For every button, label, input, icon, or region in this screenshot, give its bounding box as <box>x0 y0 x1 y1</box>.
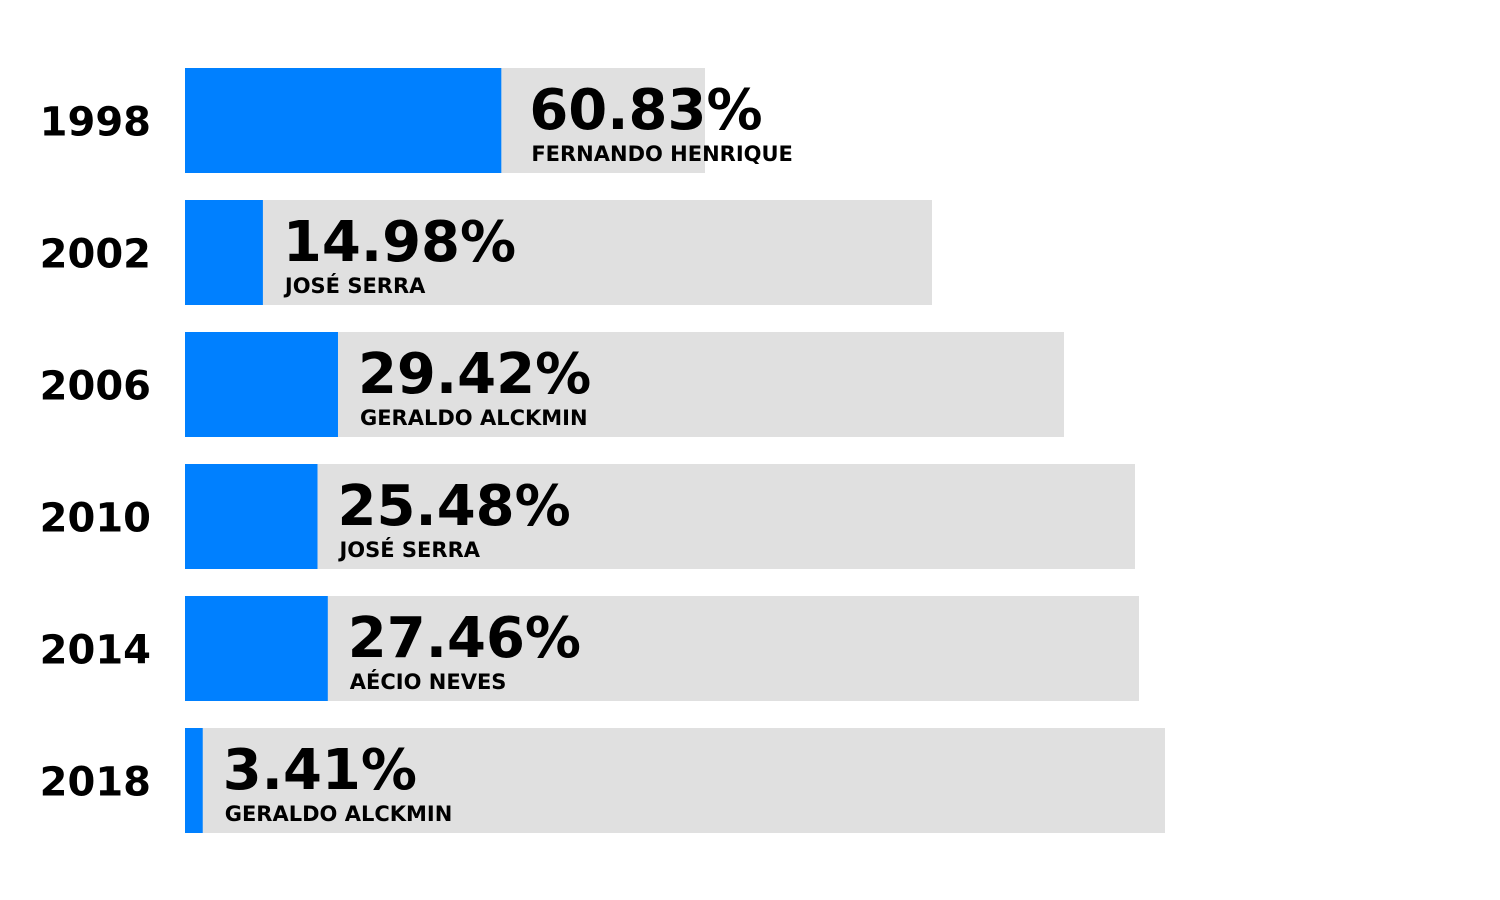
bar-row: 2002 14.98%JOSÉ SERRA <box>40 200 932 305</box>
bar-track <box>185 464 1135 569</box>
bar <box>185 596 328 701</box>
bar-row: 1998 60.83%FERNANDO HENRIQUE <box>40 68 793 173</box>
bar <box>185 464 318 569</box>
bar-track <box>185 728 1165 833</box>
bar-row: 2006 29.42%GERALDO ALCKMIN <box>40 332 1064 437</box>
category-label: 2010 <box>40 496 151 542</box>
category-label: 2018 <box>40 760 151 806</box>
candidate-label: JOSÉ SERRA <box>337 537 480 562</box>
bar <box>185 200 263 305</box>
category-label: 2014 <box>40 628 151 674</box>
candidate-label: GERALDO ALCKMIN <box>225 802 453 826</box>
category-label: 2002 <box>40 232 151 278</box>
bar-row: 2014 27.46%AÉCIO NEVES <box>40 596 1139 701</box>
candidate-label: GERALDO ALCKMIN <box>360 406 588 430</box>
data-label: 27.46% <box>348 606 581 671</box>
category-label: 2006 <box>40 364 151 410</box>
bar <box>185 728 203 833</box>
bar-row: 2018 3.41%GERALDO ALCKMIN <box>40 728 1165 833</box>
data-label: 29.42% <box>358 342 591 407</box>
bar-track <box>185 596 1139 701</box>
data-label: 3.41% <box>223 738 417 803</box>
bar <box>185 332 338 437</box>
candidate-label: FERNANDO HENRIQUE <box>531 142 793 166</box>
candidate-label: AÉCIO NEVES <box>350 669 507 694</box>
data-label: 60.83% <box>529 78 762 143</box>
candidate-label: JOSÉ SERRA <box>283 273 426 298</box>
category-label: 1998 <box>40 100 151 146</box>
data-label: 25.48% <box>337 474 570 539</box>
data-label: 14.98% <box>283 210 516 275</box>
bar-row: 2010 25.48%JOSÉ SERRA <box>40 464 1135 569</box>
bar-track <box>185 200 932 305</box>
bar <box>185 68 502 173</box>
